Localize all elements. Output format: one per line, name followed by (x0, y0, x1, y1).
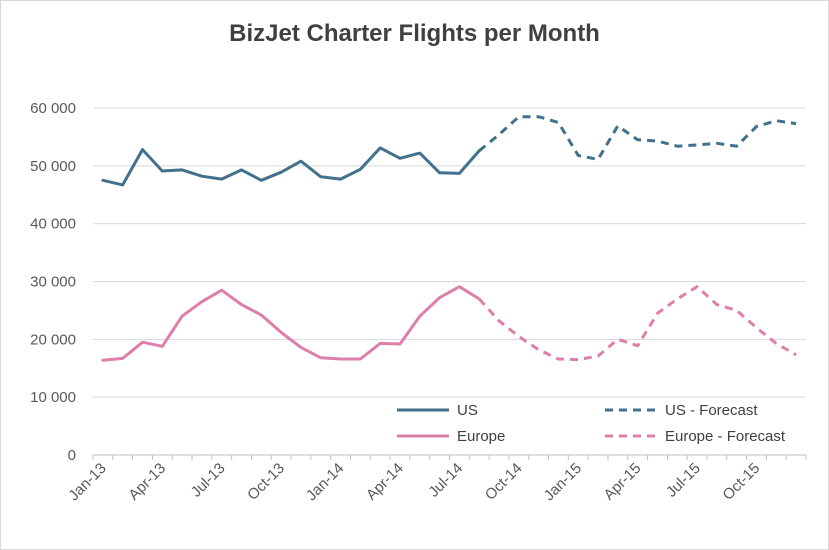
y-tick-label: 50 000 (30, 158, 76, 175)
chart-title: BizJet Charter Flights per Month (229, 20, 600, 47)
series-line-europe-forecast (478, 285, 797, 362)
y-tick-label: 0 (68, 447, 76, 464)
x-tick-label: Apr-13 (125, 460, 169, 504)
series-line-us (101, 146, 481, 187)
x-tick-label: Jan-13 (65, 460, 109, 504)
legend-label: US - Forecast (665, 402, 758, 419)
legend-label: Europe - Forecast (665, 428, 786, 445)
x-tick-label: Oct-13 (244, 460, 288, 504)
y-tick-label: 30 000 (30, 274, 76, 291)
legend-label: US (457, 402, 478, 419)
y-tick-label: 60 000 (30, 100, 76, 117)
x-axis-tick-labels: Jan-13 Apr-13 Jul-13 Oct-13 Jan-14 Apr-14 Jul-… (65, 460, 763, 504)
x-tick-label: Oct-15 (719, 460, 763, 504)
axes (92, 454, 807, 460)
legend-label: Europe (457, 428, 505, 445)
series-line-us-forecast (478, 115, 797, 161)
x-tick-label: Apr-15 (601, 460, 645, 504)
y-axis-tick-labels: 0 10 000 20 000 30 000 40 000 50 000 60 000 (30, 100, 76, 464)
y-tick-label: 40 000 (30, 216, 76, 233)
x-tick-label: Oct-14 (482, 460, 526, 504)
gridlines (93, 107, 806, 398)
series-lines (101, 115, 797, 362)
x-tick-label: Jan-15 (541, 460, 585, 504)
x-tick-label: Jul-14 (425, 460, 466, 501)
series-line-europe (101, 285, 481, 362)
y-tick-label: 10 000 (30, 389, 76, 406)
x-tick-label: Jan-14 (303, 460, 347, 504)
x-tick-label: Jul-15 (663, 460, 704, 501)
y-tick-label: 20 000 (30, 331, 76, 348)
x-tick-label: Apr-14 (363, 460, 407, 504)
x-tick-label: Jul-13 (188, 460, 229, 501)
legend: US US - Forecast Europe Europe - Forecast (397, 402, 786, 445)
